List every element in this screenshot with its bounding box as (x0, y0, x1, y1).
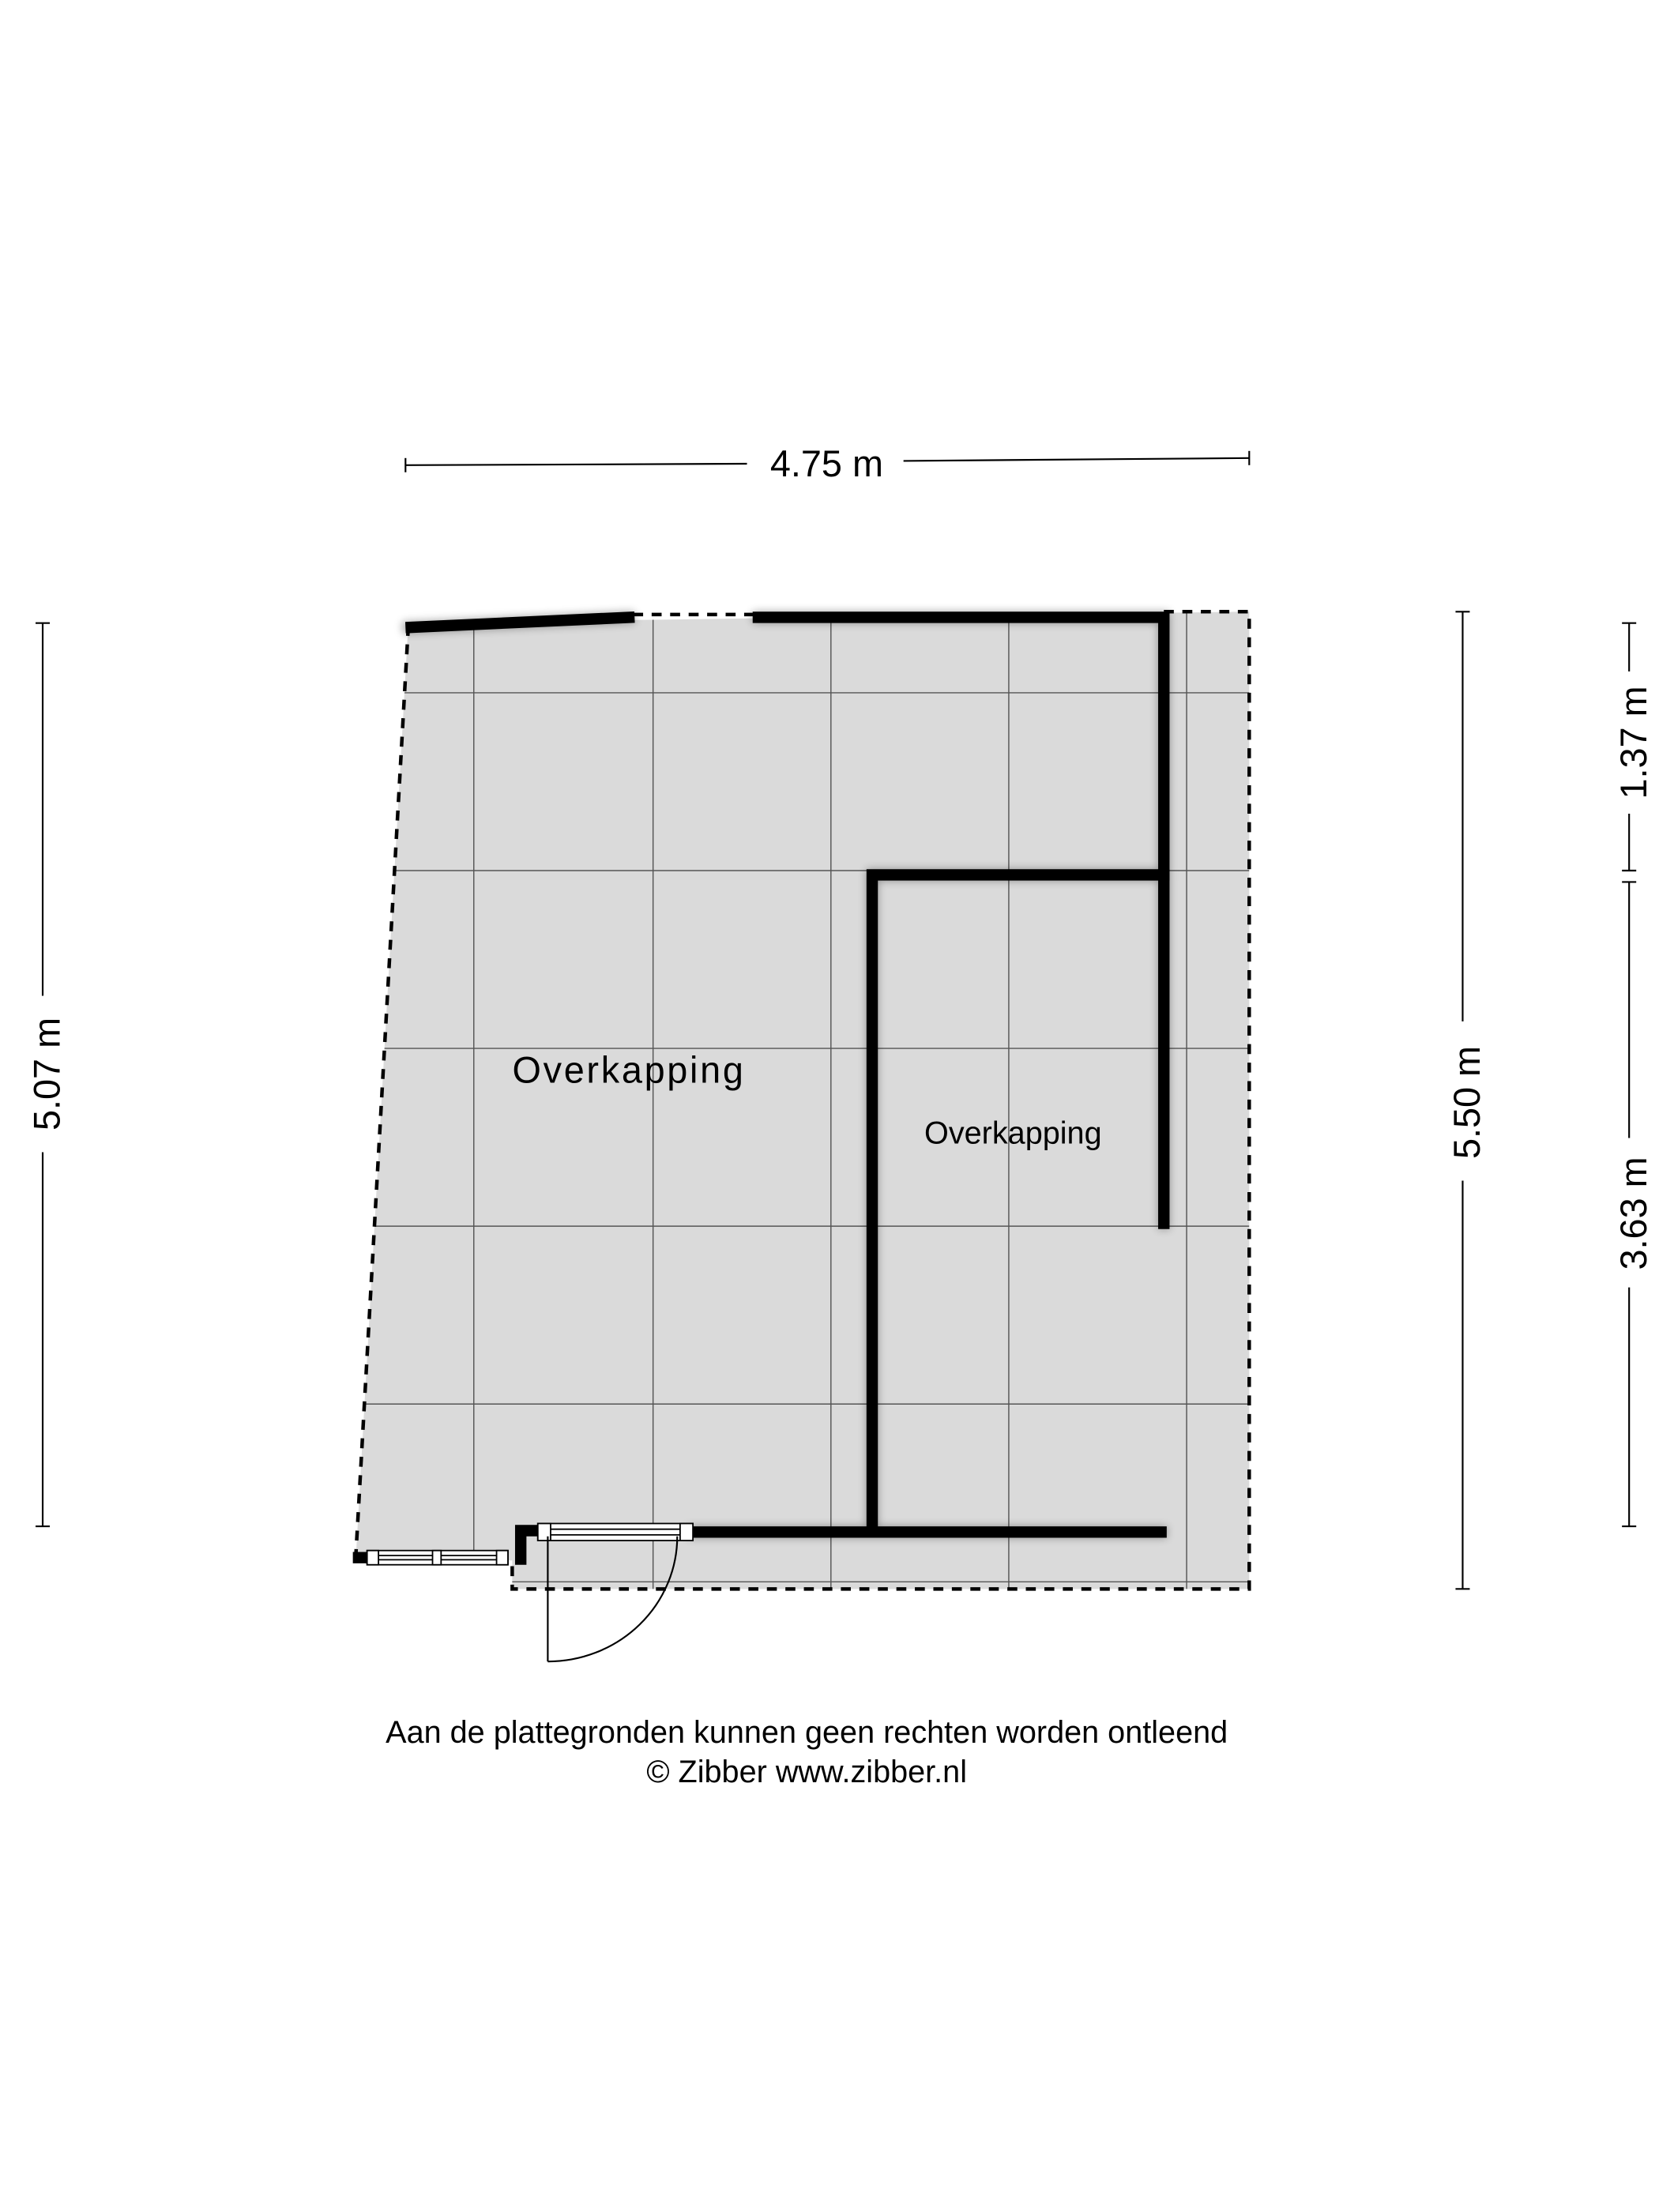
room-label-inner: Overkapping (924, 1116, 1102, 1151)
dimension-left-height: 5.07 m (27, 1018, 68, 1130)
dimension-lines (36, 450, 1637, 1590)
room-label-main: Overkapping (512, 1049, 745, 1090)
dimension-right-upper: 1.37 m (1613, 686, 1654, 799)
door-frame (536, 1522, 694, 1541)
window-left (366, 1549, 509, 1566)
floor-area (356, 611, 1250, 1589)
dimension-right-height: 5.50 m (1446, 1046, 1488, 1159)
dimension-top-width: 4.75 m (770, 443, 883, 484)
walls (352, 611, 1170, 1565)
dimension-right-lower: 3.63 m (1613, 1157, 1654, 1270)
footer-disclaimer: Aan de plattegronden kunnen geen rechten… (386, 1715, 1228, 1750)
roof-outline (354, 610, 1251, 1591)
footer-copyright: © Zibber www.zibber.nl (646, 1755, 967, 1789)
door-swing (547, 1536, 679, 1663)
